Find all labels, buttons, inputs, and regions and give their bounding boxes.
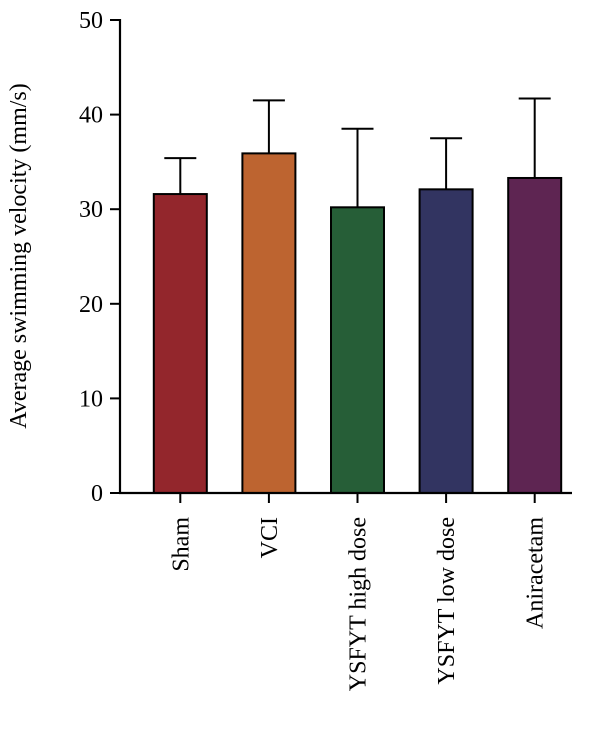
bar-ysfyt-high-dose	[330, 206, 385, 494]
x-tick-label: Aniracetam	[523, 517, 549, 629]
y-tick-label: 10	[79, 386, 103, 412]
x-tick-label: YSFYT low dose	[434, 517, 460, 685]
y-axis: 0 10 20 30 40 50	[79, 8, 122, 507]
error-bars-group	[164, 97, 551, 208]
bar-vci	[241, 152, 297, 495]
x-tick-label: YSFYT high dose	[346, 517, 372, 691]
x-axis: Sham VCI YSFYT high dose YSFYT low dose Anir…	[119, 491, 572, 691]
bar-aniracetam	[507, 176, 563, 494]
bar-sham	[152, 193, 208, 494]
x-tick-label: Sham	[168, 517, 194, 572]
y-tick-label: 40	[79, 103, 103, 129]
x-tick-label: VCI	[257, 517, 283, 558]
y-tick-label: 20	[79, 292, 103, 318]
bar-ysfyt-low-dose	[418, 188, 474, 494]
y-tick-label: 30	[79, 197, 103, 223]
y-tick-label: 0	[91, 481, 103, 507]
y-tick-label: 50	[79, 8, 103, 34]
y-axis-label: Average swimming velocity (mm/s)	[6, 83, 32, 428]
